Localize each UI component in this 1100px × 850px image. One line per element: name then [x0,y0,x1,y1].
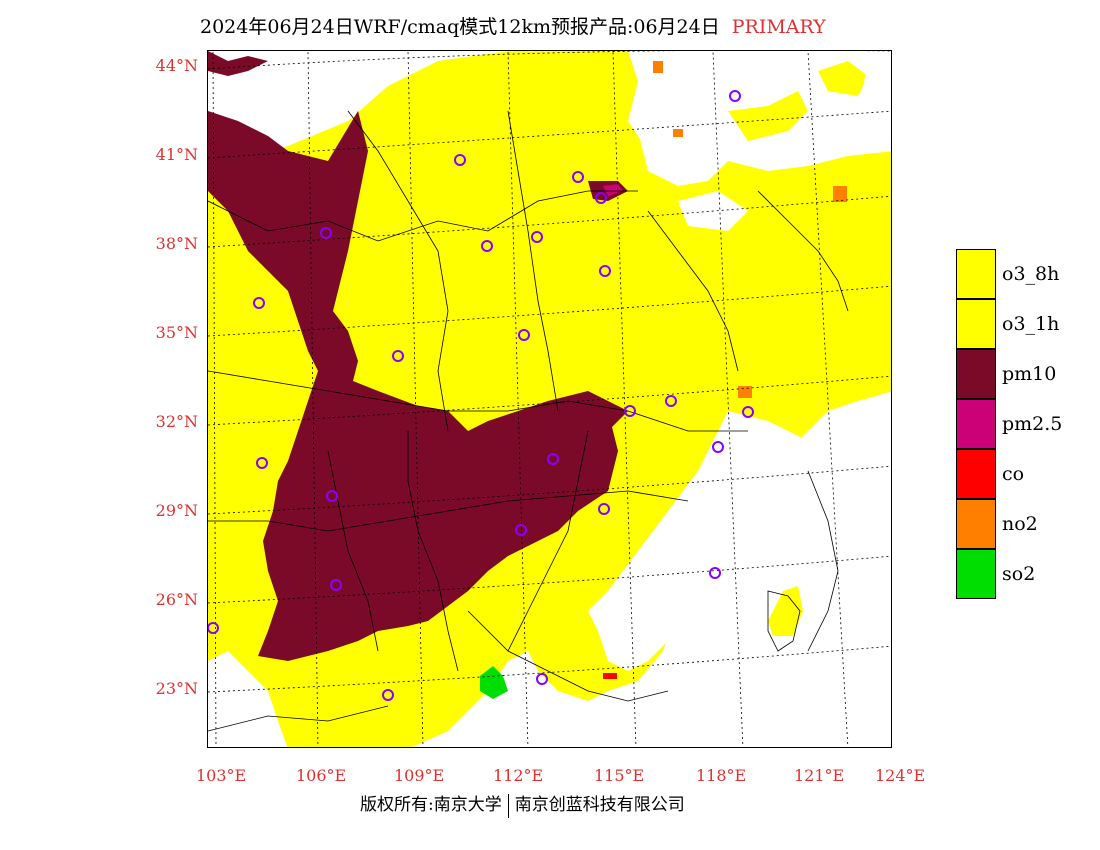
lon-label: 118°E [696,766,747,785]
legend-item: pm10 [956,349,1056,399]
legend-swatch [956,249,996,299]
footer-separator [507,793,509,818]
legend-item: o3_8h [956,249,1059,299]
legend-swatch [956,549,996,599]
title-tag: PRIMARY [731,16,826,38]
lon-label: 109°E [394,766,445,785]
map-title: 2024年06月24日WRF/cmaq模式12km预报产品:06月24日 PRIM… [200,12,826,39]
so2-region [480,666,508,699]
lon-label: 106°E [296,766,347,785]
legend: o3_8h o3_1h pm10 pm2.5 co no2 so2 [956,249,1062,599]
footer-left: 版权所有:南京大学 [360,795,502,815]
legend-label: pm10 [1002,363,1057,385]
legend-label: co [1002,463,1025,485]
lon-label: 121°E [794,766,845,785]
legend-label: no2 [1002,513,1038,535]
legend-swatch [956,499,996,549]
map-canvas[interactable] [207,50,892,748]
legend-swatch [956,349,996,399]
lat-label: 35°N [155,323,198,342]
lat-label: 41°N [155,145,198,164]
legend-label: so2 [1002,563,1036,585]
legend-item: o3_1h [956,299,1059,349]
lon-label: 112°E [493,766,544,785]
lon-label: 115°E [594,766,645,785]
legend-label: pm2.5 [1002,413,1063,435]
lon-label: 124°E [875,766,926,785]
legend-item: so2 [956,549,1035,599]
legend-item: no2 [956,499,1038,549]
title-main: 2024年06月24日WRF/cmaq模式12km预报产品:06月24日 [200,16,720,38]
legend-item: pm2.5 [956,399,1062,449]
legend-swatch [956,449,996,499]
lat-label: 44°N [155,56,198,75]
footer-right: 南京创蓝科技有限公司 [514,795,685,815]
lat-label: 26°N [155,590,198,609]
lat-label: 38°N [155,234,198,253]
legend-swatch [956,299,996,349]
legend-label: o3_8h [1002,263,1060,285]
legend-item: co [956,449,1024,499]
legend-label: o3_1h [1002,313,1060,335]
footer-credits: 版权所有:南京大学 南京创蓝科技有限公司 [360,790,685,818]
lat-label: 29°N [155,501,198,520]
lon-label: 103°E [196,766,247,785]
legend-swatch [956,399,996,449]
lat-label: 23°N [155,679,198,698]
lat-label: 32°N [155,412,198,431]
pollutant-map [208,51,891,747]
